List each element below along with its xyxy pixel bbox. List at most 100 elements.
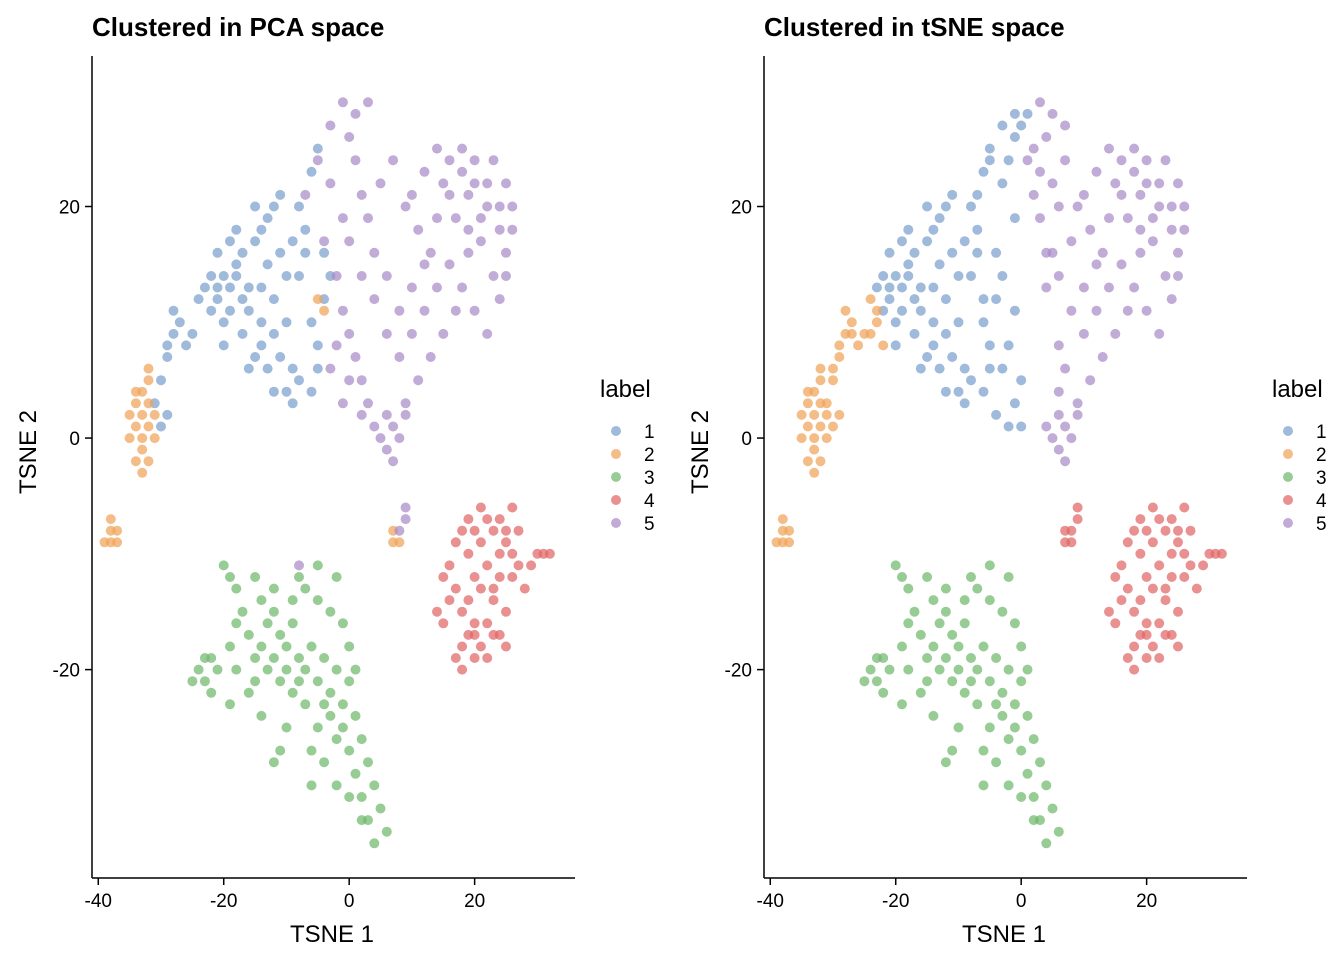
scatter-point-label-1 (984, 143, 995, 154)
scatter-point-label-1 (890, 340, 901, 351)
scatter-point-label-2 (815, 375, 826, 386)
scatter-point-label-5 (1110, 328, 1121, 339)
legend-key-4 (1283, 495, 1293, 505)
scatter-point-label-5 (1141, 305, 1152, 316)
scatter-point-label-5 (1147, 213, 1158, 224)
scatter-point-label-3 (256, 595, 267, 606)
scatter-point-label-3 (268, 583, 279, 594)
scatter-point-label-4 (482, 514, 493, 525)
scatter-point-label-3 (281, 641, 292, 652)
scatter-point-label-1 (156, 421, 166, 432)
scatter-point-label-3 (287, 595, 298, 606)
scatter-point-label-4 (1141, 653, 1152, 663)
scatter-point-label-1 (897, 282, 907, 293)
scatter-point-label-4 (1166, 548, 1177, 559)
scatter-point-label-5 (419, 259, 430, 270)
scatter-point-label-5 (1179, 224, 1190, 235)
scatter-point-label-1 (1003, 421, 1014, 432)
scatter-point-label-5 (494, 201, 505, 212)
scatter-point-label-5 (325, 363, 336, 374)
scatter-point-label-1 (940, 294, 951, 305)
scatter-point-label-4 (475, 502, 486, 513)
x-ticks: -40 -20 0 20 (757, 878, 1157, 912)
scatter-point-label-5 (369, 294, 380, 305)
scatter-point-label-5 (482, 201, 493, 212)
scatter-point-label-3 (325, 710, 336, 721)
scatter-point-label-4 (1216, 548, 1227, 559)
scatter-point-label-1 (1009, 305, 1020, 316)
scatter-point-label-4 (469, 525, 480, 536)
scatter-point-label-1 (231, 259, 242, 270)
scatter-point-label-5 (388, 456, 399, 467)
scatter-point-label-1 (928, 282, 939, 293)
scatter-point-label-2 (130, 386, 141, 397)
scatter-point-label-5 (1028, 189, 1039, 200)
scatter-point-label-1 (225, 236, 235, 247)
scatter-point-label-2 (143, 421, 154, 432)
scatter-point-label-1 (250, 201, 261, 212)
scatter-point-label-1 (947, 352, 958, 362)
scatter-point-label-3 (375, 803, 386, 814)
scatter-point-label-3 (231, 618, 242, 629)
scatter-point-label-3 (218, 560, 229, 571)
scatter-point-label-4 (1160, 595, 1171, 606)
scatter-point-label-3 (250, 653, 261, 663)
scatter-point-label-4 (469, 572, 480, 582)
scatter-point-label-3 (350, 710, 361, 721)
scatter-point-label-3 (1003, 780, 1014, 791)
scatter-point-label-3 (250, 572, 261, 582)
scatter-point-label-2 (846, 317, 857, 328)
scatter-point-label-2 (802, 421, 813, 432)
scatter-point-label-5 (1173, 271, 1183, 281)
scatter-point-label-3 (1009, 699, 1020, 710)
scatter-point-label-1 (978, 317, 989, 328)
scatter-point-label-3 (922, 676, 933, 687)
scatter-point-label-1 (1016, 421, 1027, 432)
scatter-point-label-5 (1129, 143, 1140, 154)
scatter-point-label-5 (1035, 166, 1045, 177)
scatter-point-label-3 (325, 606, 336, 617)
scatter-point-label-5 (344, 132, 355, 142)
scatter-point-label-4 (1072, 502, 1083, 513)
scatter-point-label-5 (1097, 352, 1108, 362)
x-tick-label: 0 (344, 891, 355, 912)
scatter-point-label-4 (1141, 618, 1152, 629)
scatter-point-label-3 (934, 618, 945, 629)
scatter-point-label-5 (350, 352, 361, 362)
scatter-point-label-5 (425, 247, 436, 258)
scatter-point-label-3 (225, 572, 235, 582)
scatter-point-label-4 (482, 560, 493, 571)
scatter-point-label-1 (312, 143, 323, 154)
scatter-point-label-1 (281, 317, 292, 328)
scatter-point-label-5 (1035, 213, 1045, 224)
scatter-point-label-1 (281, 271, 292, 281)
scatter-point-label-5 (507, 201, 518, 212)
scatter-point-label-1 (162, 409, 173, 420)
scatter-point-label-1 (218, 271, 229, 281)
scatter-point-label-5 (469, 155, 480, 166)
y-tick-label: 0 (69, 429, 80, 450)
scatter-point-label-3 (890, 560, 901, 571)
scatter-point-label-4 (475, 537, 486, 548)
scatter-point-label-1 (231, 271, 242, 281)
scatter-point-label-1 (174, 317, 185, 328)
scatter-point-label-1 (237, 294, 248, 305)
scatter-point-label-1 (306, 317, 317, 328)
scatter-point-label-4 (1110, 618, 1121, 629)
scatter-point-label-3 (966, 676, 976, 687)
scatter-point-label-3 (1028, 792, 1039, 802)
scatter-point-label-3 (243, 687, 254, 698)
scatter-point-label-5 (444, 155, 455, 166)
scatter-point-label-2 (840, 305, 851, 316)
scatter-point-label-5 (363, 398, 373, 409)
scatter-point-label-4 (457, 641, 468, 652)
scatter-point-label-5 (1173, 247, 1183, 258)
scatter-point-label-2 (149, 433, 160, 444)
scatter-point-label-3 (1016, 792, 1027, 802)
scatter-point-label-3 (206, 687, 217, 698)
scatter-point-label-1 (319, 247, 330, 258)
y-ticks: -20 0 20 (53, 198, 92, 682)
scatter-point-label-2 (143, 375, 154, 386)
scatter-point-label-4 (469, 629, 480, 640)
